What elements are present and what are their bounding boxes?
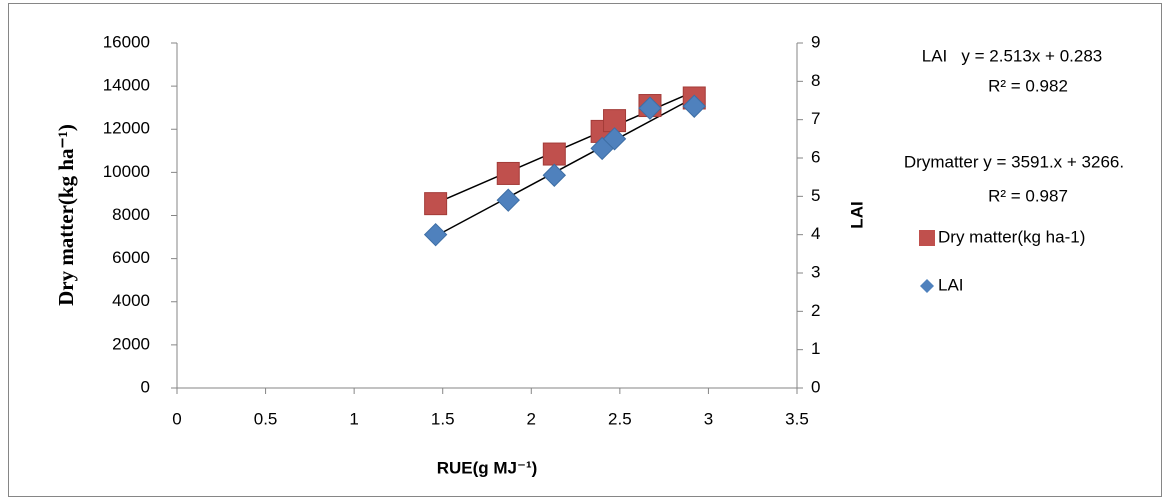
marker	[496, 188, 520, 212]
y2-tick-label: 8	[811, 71, 820, 90]
y-tick-label: 12000	[103, 119, 150, 138]
marker	[424, 192, 448, 216]
y-tick-label: 6000	[112, 248, 150, 267]
chart-border	[8, 3, 1162, 497]
x-tick-label: 0	[172, 409, 181, 428]
y2-tick-label: 6	[811, 147, 820, 166]
marker	[423, 222, 448, 247]
marker	[542, 163, 567, 187]
y2-axis-title: LAI	[847, 201, 866, 228]
legend-marker	[920, 279, 934, 293]
y2-tick-label: 4	[811, 224, 820, 243]
x-axis-title: RUE(g MJ⁻¹)	[437, 458, 538, 477]
x-tick-label: 3.5	[785, 409, 809, 428]
x-tick-label: 1.5	[431, 409, 455, 428]
annotation: R² = 0.987	[988, 186, 1068, 205]
y-axis-title: Dry matter(kg ha⁻¹)	[54, 124, 78, 306]
legend-marker	[919, 230, 935, 246]
y-tick-label: 0	[141, 377, 150, 396]
y2-tick-label: 3	[811, 262, 820, 281]
y2-tick-label: 5	[811, 186, 820, 205]
legend-label: LAI	[938, 275, 964, 294]
marker	[682, 94, 706, 118]
x-tick-label: 0.5	[254, 409, 278, 428]
x-tick-label: 1	[349, 409, 358, 428]
y2-tick-label: 2	[811, 301, 820, 320]
y2-tick-label: 1	[811, 339, 820, 358]
y-tick-label: 4000	[112, 291, 150, 310]
annotation: Drymatter y = 3591.x + 3266.	[904, 152, 1124, 171]
marker	[542, 142, 566, 166]
marker	[496, 161, 520, 185]
x-tick-label: 3	[704, 409, 713, 428]
y2-tick-label: 9	[811, 32, 820, 51]
marker	[638, 96, 662, 120]
y2-tick-label: 0	[811, 377, 820, 396]
y-tick-label: 14000	[103, 76, 150, 95]
y-tick-label: 16000	[103, 32, 150, 51]
y-tick-label: 2000	[112, 334, 150, 353]
y-tick-label: 10000	[103, 162, 150, 181]
legend-label: Dry matter(kg ha-1)	[938, 227, 1085, 246]
annotation: LAI y = 2.513x + 0.283	[922, 46, 1103, 65]
y-tick-label: 8000	[112, 205, 150, 224]
y2-tick-label: 7	[811, 109, 820, 128]
x-tick-label: 2.5	[608, 409, 632, 428]
annotation: R² = 0.982	[988, 76, 1068, 95]
trend-line	[435, 96, 695, 237]
x-tick-label: 2	[527, 409, 536, 428]
marker	[602, 127, 627, 151]
